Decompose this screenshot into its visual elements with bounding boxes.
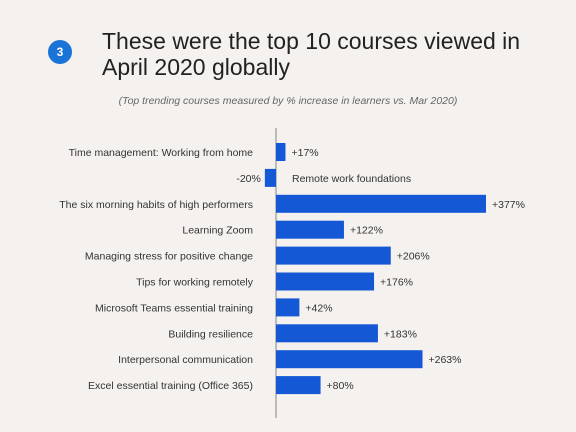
bar: [276, 143, 286, 161]
value-label: +377%: [492, 199, 525, 211]
value-label: +17%: [291, 147, 318, 159]
bar: [276, 350, 423, 369]
value-label: +183%: [384, 328, 417, 340]
chart-subtitle: (Top trending courses measured by % incr…: [118, 95, 458, 107]
category-label: Managing stress for positive change: [85, 251, 253, 263]
value-label: +42%: [305, 302, 332, 314]
bar: [276, 220, 344, 239]
value-label: +80%: [327, 380, 354, 392]
category-label: Tips for working remotely: [136, 277, 254, 289]
category-label: Building resilience: [168, 328, 253, 340]
category-label: Learning Zoom: [182, 225, 253, 237]
category-label: Time management: Working from home: [69, 147, 254, 159]
bar: [276, 376, 321, 395]
value-label: -20%: [236, 173, 261, 185]
category-label: Remote work foundations: [292, 173, 411, 185]
step-number-badge: 3: [48, 40, 72, 64]
bar: [276, 298, 300, 317]
value-label: +176%: [380, 277, 413, 289]
bar: [276, 246, 391, 265]
category-label: Interpersonal communication: [118, 354, 253, 366]
chart-title: These were the top 10 courses viewed in …: [102, 28, 521, 80]
value-label: +263%: [428, 354, 461, 366]
bar: [276, 194, 486, 213]
category-label: Microsoft Teams essential training: [95, 302, 253, 314]
category-label: Excel essential training (Office 365): [88, 380, 253, 392]
bar: [264, 168, 276, 187]
value-label: +122%: [350, 225, 383, 237]
bar: [276, 272, 375, 291]
value-label: +206%: [397, 251, 430, 263]
category-label: The six morning habits of high performer…: [59, 199, 253, 211]
bar: [276, 324, 378, 343]
